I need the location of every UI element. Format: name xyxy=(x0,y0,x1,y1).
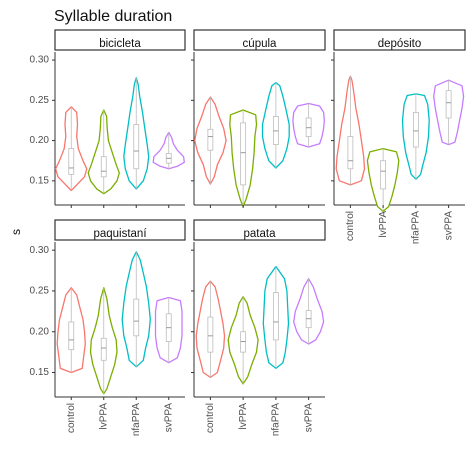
y-tick-label: 0.15 xyxy=(30,175,50,186)
x-tick-label-svppa: svPPA xyxy=(303,403,314,433)
x-tick-label-lvppa: lvPPA xyxy=(98,403,109,430)
x-tick-label-control: control xyxy=(66,403,77,433)
strip-label-deposito: depósito xyxy=(378,38,421,50)
y-tick-label: 0.30 xyxy=(30,55,50,66)
x-tick-label-lvppa: lvPPA xyxy=(238,403,249,430)
strip-bicicleta xyxy=(54,29,186,51)
box-patata-nfappa xyxy=(272,292,279,341)
box-cupula-lvppa xyxy=(240,122,247,186)
x-tick-label-nfappa: nfaPPA xyxy=(411,211,422,244)
strip-patata xyxy=(193,219,326,241)
y-tick-label: 0.30 xyxy=(30,245,50,256)
y-tick-label: 0.20 xyxy=(30,326,50,337)
box-bicicleta-nfappa xyxy=(133,124,140,170)
box-paquistani-nfappa xyxy=(133,298,140,337)
box-deposito-control xyxy=(347,136,354,170)
box-paquistani-lvppa xyxy=(100,337,107,361)
strip-cupula xyxy=(193,29,326,51)
x-tick-label-svppa: svPPA xyxy=(443,211,454,241)
panel-patata: patata control lvPPA nfaPPA svPPA xyxy=(191,219,326,436)
y-tick-label: 0.25 xyxy=(30,95,50,106)
y-tick-label: 0.20 xyxy=(30,135,50,146)
facet-panels: bicicleta 0.15 0.20 0.25 0.30 cúpula depósito c… xyxy=(30,29,466,436)
box-paquistani-control xyxy=(68,321,75,351)
strip-label-patata: patata xyxy=(244,228,277,240)
box-bicicleta-control xyxy=(68,148,75,175)
box-cupula-control xyxy=(207,128,214,151)
y-axis-title: s xyxy=(9,229,23,235)
box-deposito-svppa xyxy=(445,90,452,119)
x-tick-label-nfappa: nfaPPA xyxy=(131,403,142,436)
panel-paquistani: paquistaní 0.15 0.20 0.25 0.30 control lvPPA nf… xyxy=(30,219,186,436)
chart-title: Syllable duration xyxy=(54,8,172,25)
y-tick-label: 0.15 xyxy=(30,367,50,378)
box-patata-control xyxy=(207,316,214,353)
strip-label-paquistani: paquistaní xyxy=(93,228,147,240)
x-tick-label-lvppa: lvPPA xyxy=(378,211,389,238)
panel-bicicleta: bicicleta 0.15 0.20 0.25 0.30 xyxy=(30,29,186,208)
x-tick-label-nfappa: nfaPPA xyxy=(271,403,282,436)
box-bicicleta-lvppa xyxy=(100,156,107,178)
x-tick-label-svppa: svPPA xyxy=(163,403,174,433)
x-tick-label-control: control xyxy=(345,211,356,241)
y-tick-label: 0.25 xyxy=(30,286,50,297)
strip-paquistani xyxy=(54,219,186,241)
panel-cupula: cúpula xyxy=(191,29,326,208)
panel-deposito: depósito control lvPPA nfaPPA svPPA xyxy=(331,29,466,244)
box-deposito-lvppa xyxy=(380,160,387,190)
strip-label-bicicleta: bicicleta xyxy=(99,38,141,50)
box-deposito-nfappa xyxy=(412,111,419,148)
strip-label-cupula: cúpula xyxy=(243,38,277,50)
strip-deposito xyxy=(333,29,466,51)
x-tick-label-control: control xyxy=(205,403,216,433)
